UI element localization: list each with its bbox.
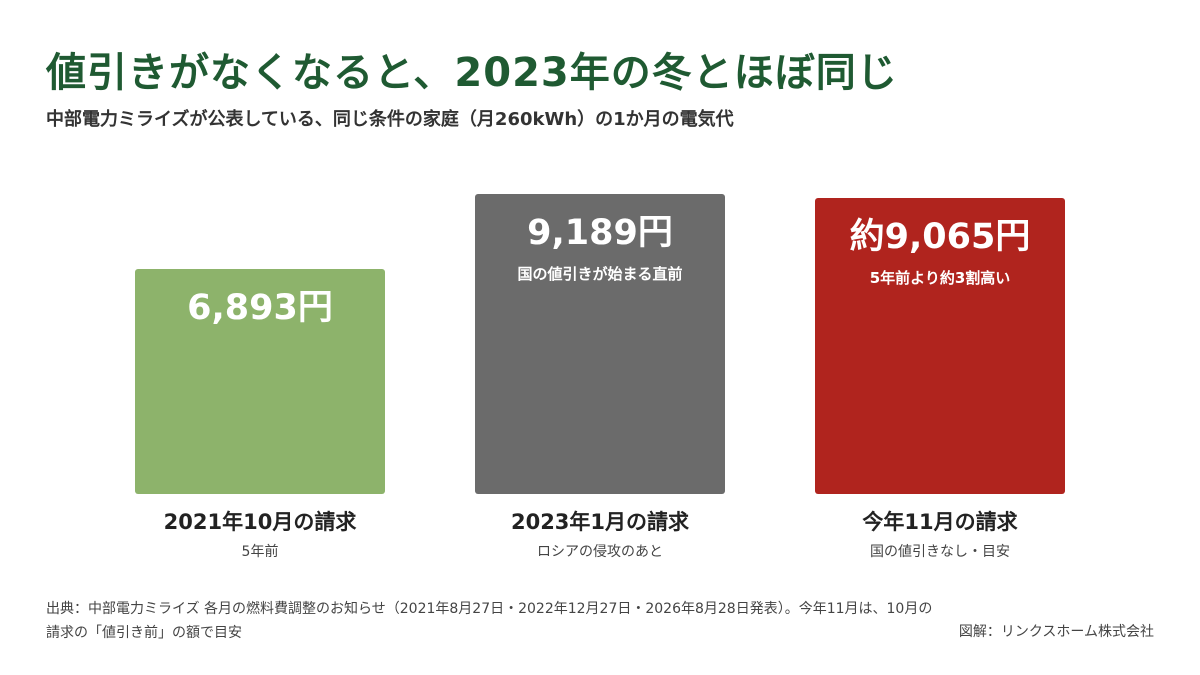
bar-2 xyxy=(475,194,725,494)
bar-value-label-1: 6,893円 xyxy=(187,288,333,328)
category-label-1: 2021年10月の請求 xyxy=(164,510,357,534)
bar-1 xyxy=(135,268,385,494)
category-note-2: ロシアの侵攻のあと xyxy=(537,543,663,560)
category-label-2: 2023年1月の請求 xyxy=(511,510,689,534)
bar-value-label-2: 9,189円 xyxy=(527,213,673,253)
source-note: 出典：中部電力ミライズ 各月の燃料費調整のお知らせ（2021年8月27日・202… xyxy=(46,601,933,641)
credit-note: 図解：リンクスホーム株式会社 xyxy=(958,624,1154,640)
bar-3 xyxy=(815,198,1065,494)
category-label-3: 今年11月の請求 xyxy=(862,510,1017,534)
chart-subtitle: 中部電力ミライズが公表している、同じ条件の家庭（月260kWh）の1か月の電気代 xyxy=(46,109,734,130)
category-note-1: 5年前 xyxy=(242,543,279,560)
bar-note-3: 5年前より約3割高い xyxy=(870,269,1011,287)
category-note-3: 国の値引きなし・目安 xyxy=(870,544,1010,560)
chart-title: 値引きがなくなると、2023年の冬とほぼ同じ xyxy=(46,50,898,96)
bar-value-label-3: 約9,065円 xyxy=(850,217,1031,257)
bar-note-2: 国の値引きが始まる直前 xyxy=(517,265,682,283)
